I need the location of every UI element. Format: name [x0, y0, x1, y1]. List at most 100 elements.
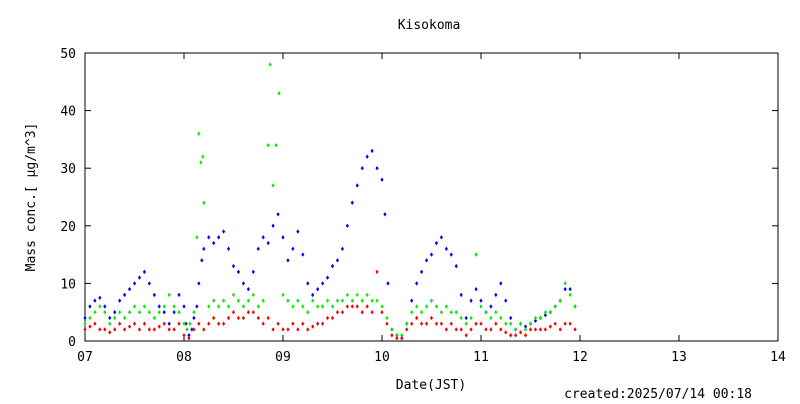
data-point: [123, 292, 127, 298]
data-point: [415, 315, 419, 321]
created-timestamp: created:2025/07/14 00:18: [564, 387, 752, 400]
data-point: [479, 298, 483, 303]
data-point: [266, 315, 270, 321]
chart-title: Kisokoma: [398, 18, 461, 33]
data-point: [494, 321, 498, 326]
data-point: [469, 315, 473, 321]
data-point: [375, 269, 379, 275]
data-point: [197, 321, 201, 326]
series-1: [83, 62, 577, 338]
data-point: [464, 315, 468, 321]
data-point: [509, 315, 513, 321]
data-point: [454, 327, 458, 332]
data-point: [449, 252, 453, 257]
data-point: [464, 333, 468, 338]
data-point: [286, 298, 290, 303]
data-point: [306, 281, 310, 286]
data-point: [261, 235, 265, 240]
data-point: [415, 304, 419, 309]
data-point: [558, 327, 562, 332]
data-point: [345, 292, 349, 298]
data-point: [514, 327, 518, 332]
series-0: [83, 148, 577, 341]
data-point: [370, 298, 374, 303]
data-point: [197, 131, 201, 136]
data-point: [444, 246, 448, 252]
data-point: [251, 269, 255, 275]
data-point: [167, 327, 171, 332]
data-point: [345, 304, 349, 309]
data-point: [370, 148, 374, 154]
data-point: [167, 292, 171, 298]
data-point: [345, 223, 349, 228]
data-point: [152, 327, 156, 332]
data-point: [558, 298, 562, 303]
data-point: [162, 310, 166, 315]
data-point: [162, 304, 166, 309]
data-point: [231, 292, 236, 298]
data-point: [271, 183, 275, 188]
data-point: [246, 286, 250, 292]
data-point: [311, 298, 315, 303]
data-point: [365, 154, 369, 159]
data-point: [311, 292, 315, 298]
y-tick-label: 10: [60, 277, 76, 292]
data-point: [172, 310, 176, 315]
data-point: [434, 321, 439, 326]
data-point: [474, 321, 478, 326]
data-point: [123, 327, 127, 332]
data-point: [236, 315, 241, 321]
data-point: [420, 321, 424, 326]
data-point: [182, 304, 186, 309]
data-point: [464, 321, 468, 326]
data-point: [98, 327, 102, 332]
data-point: [444, 304, 448, 309]
data-point: [420, 269, 424, 275]
data-point: [127, 324, 132, 329]
data-point: [434, 240, 439, 246]
data-point: [424, 258, 429, 263]
data-point: [499, 281, 503, 286]
data-point: [499, 327, 503, 332]
data-point: [93, 321, 97, 326]
data-point: [231, 263, 236, 269]
data-point: [385, 321, 389, 326]
data-point: [201, 154, 205, 159]
data-point: [543, 327, 547, 332]
data-point: [504, 298, 508, 303]
data-point: [182, 321, 186, 326]
data-point: [217, 304, 221, 309]
data-point: [568, 286, 572, 292]
data-point: [355, 183, 359, 188]
data-point: [271, 327, 275, 332]
y-axis-label: Mass conc.[ μg/m^3]: [24, 123, 39, 272]
data-point: [157, 304, 161, 309]
data-point: [182, 333, 186, 338]
data-point: [400, 333, 404, 338]
data-point: [113, 310, 117, 315]
data-point: [325, 275, 330, 280]
data-point: [88, 324, 92, 329]
data-point: [202, 327, 206, 332]
data-point: [246, 310, 250, 315]
data-point: [509, 321, 513, 326]
x-tick-label: 07: [77, 350, 93, 365]
data-point: [301, 321, 305, 326]
data-point: [127, 286, 132, 292]
y-tick-label: 0: [68, 335, 76, 350]
data-point: [429, 298, 434, 303]
data-point: [330, 315, 335, 321]
data-point: [207, 235, 211, 240]
data-point: [459, 292, 463, 298]
data-point: [365, 304, 369, 309]
data-point: [212, 298, 216, 303]
data-point: [167, 321, 171, 326]
y-tick-label: 40: [60, 105, 76, 120]
data-point: [306, 327, 310, 332]
data-point: [192, 310, 196, 315]
data-point: [147, 310, 151, 315]
data-point: [385, 315, 389, 321]
data-point: [383, 212, 387, 217]
data-point: [184, 321, 188, 326]
data-point: [439, 310, 443, 315]
